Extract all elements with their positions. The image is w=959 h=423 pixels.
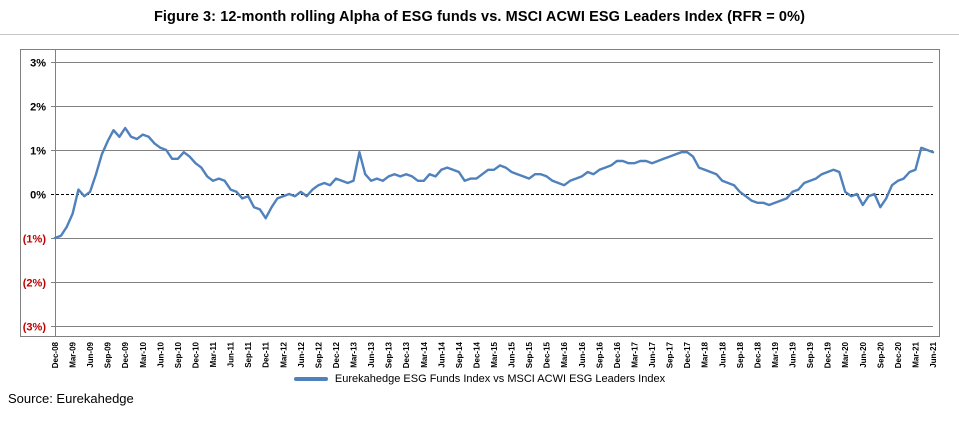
x-axis-tick-label: Dec-09 <box>121 341 130 368</box>
x-axis-tick-label: Dec-10 <box>191 341 200 368</box>
x-axis-tick-label: Mar-13 <box>350 341 359 367</box>
x-axis-tick-label: Sep-17 <box>666 341 675 368</box>
x-axis-tick-label: Jun-10 <box>156 341 165 367</box>
x-axis-tick-label: Sep-13 <box>385 341 394 368</box>
x-axis-tick-label: Sep-15 <box>525 341 534 368</box>
legend: Eurekahedge ESG Funds Index vs MSCI ACWI… <box>0 373 959 385</box>
x-axis-tick-label: Jun-20 <box>859 341 868 367</box>
x-axis-tick-label: Jun-17 <box>648 341 657 367</box>
x-axis-tick-label: Sep-16 <box>595 341 604 368</box>
x-axis-tick-label: Mar-14 <box>420 341 429 367</box>
x-axis-tick-label: Dec-20 <box>894 341 903 368</box>
y-axis-tick-label: 2% <box>30 102 46 114</box>
x-axis-tick-label: Mar-20 <box>841 341 850 367</box>
x-axis-tick-label: Dec-15 <box>543 341 552 368</box>
x-axis-tick-label: Sep-18 <box>736 341 745 368</box>
x-axis-tick-label: Jun-14 <box>437 341 446 367</box>
legend-label: Eurekahedge ESG Funds Index vs MSCI ACWI… <box>334 373 666 385</box>
x-axis-tick-label: Dec-17 <box>683 341 692 368</box>
x-axis-tick-label: Dec-13 <box>402 341 411 368</box>
y-axis-tick-label: 1% <box>30 146 46 158</box>
plot-frame <box>20 49 940 337</box>
y-axis-tick-label: (1%) <box>23 234 47 246</box>
x-axis-tick-label: Mar-09 <box>69 341 78 367</box>
x-axis-tick-label: Sep-12 <box>314 341 323 368</box>
title-divider <box>0 34 959 35</box>
source-note: Source: Eurekahedge <box>8 391 134 406</box>
alpha-line-chart: 3% 2% 1% 0% (1%) (2%) (3%) Dec-08 Mar-09 Jun-09 Se… <box>20 49 940 368</box>
x-axis-tick-label: Mar-11 <box>209 341 218 367</box>
legend-line-marker <box>293 377 328 381</box>
x-axis-tick-label: Dec-12 <box>332 341 341 368</box>
x-axis-tick-label: Mar-15 <box>490 341 499 367</box>
x-axis-tick-label: Jun-15 <box>508 341 517 367</box>
x-axis-tick-label: Jun-18 <box>718 341 727 367</box>
x-axis-tick-label: Mar-12 <box>279 341 288 367</box>
x-axis-tick-label: Jun-16 <box>578 341 587 367</box>
x-axis-tick-label: Jun-13 <box>367 341 376 367</box>
x-axis-tick-label: Jun-21 <box>929 341 938 367</box>
x-axis-tick-label: Jun-11 <box>227 341 236 367</box>
x-axis-tick-label: Sep-20 <box>876 341 885 368</box>
x-axis-tick-label: Mar-17 <box>630 341 639 367</box>
y-axis-tick-label: 3% <box>30 58 46 70</box>
series-line-eurekahedge <box>53 126 935 240</box>
chart-title: Figure 3: 12-month rolling Alpha of ESG … <box>153 9 806 25</box>
x-axis-tick-label: Dec-18 <box>753 341 762 368</box>
x-axis-tick-label: Mar-10 <box>139 341 148 367</box>
x-axis-tick-label: Sep-09 <box>104 341 113 368</box>
x-axis-tick-label: Jun-19 <box>789 341 798 367</box>
y-axis-tick-label: (2%) <box>23 278 47 290</box>
x-axis-tick-label: Sep-14 <box>455 341 464 368</box>
x-axis-tick-label: Mar-19 <box>771 341 780 367</box>
x-axis-tick-label: Jun-09 <box>86 341 95 367</box>
x-axis-tick-label: Dec-16 <box>613 341 622 368</box>
x-axis-tick-label: Sep-19 <box>806 341 815 368</box>
x-axis-tick-label: Jun-12 <box>297 341 306 367</box>
x-axis-tick-label: Dec-08 <box>51 341 60 368</box>
x-axis-tick-label: Sep-10 <box>174 341 183 368</box>
x-axis-tick-label: Sep-11 <box>244 341 253 367</box>
x-axis-tick-label: Dec-11 <box>262 341 271 367</box>
page: Figure 3: 12-month rolling Alpha of ESG … <box>0 9 959 406</box>
chart-area: 3% 2% 1% 0% (1%) (2%) (3%) Dec-08 Mar-09 Jun-09 Se… <box>0 49 959 373</box>
y-axis-tick-label: 0% <box>30 190 46 202</box>
x-axis-tick-label: Dec-14 <box>472 341 481 368</box>
x-axis-tick-label: Mar-18 <box>701 341 710 367</box>
x-axis-tick-label: Dec-19 <box>824 341 833 368</box>
y-axis-tick-label: (3%) <box>23 322 47 334</box>
x-axis-tick-label: Mar-16 <box>560 341 569 367</box>
x-axis-tick-label: Mar-21 <box>911 341 920 367</box>
